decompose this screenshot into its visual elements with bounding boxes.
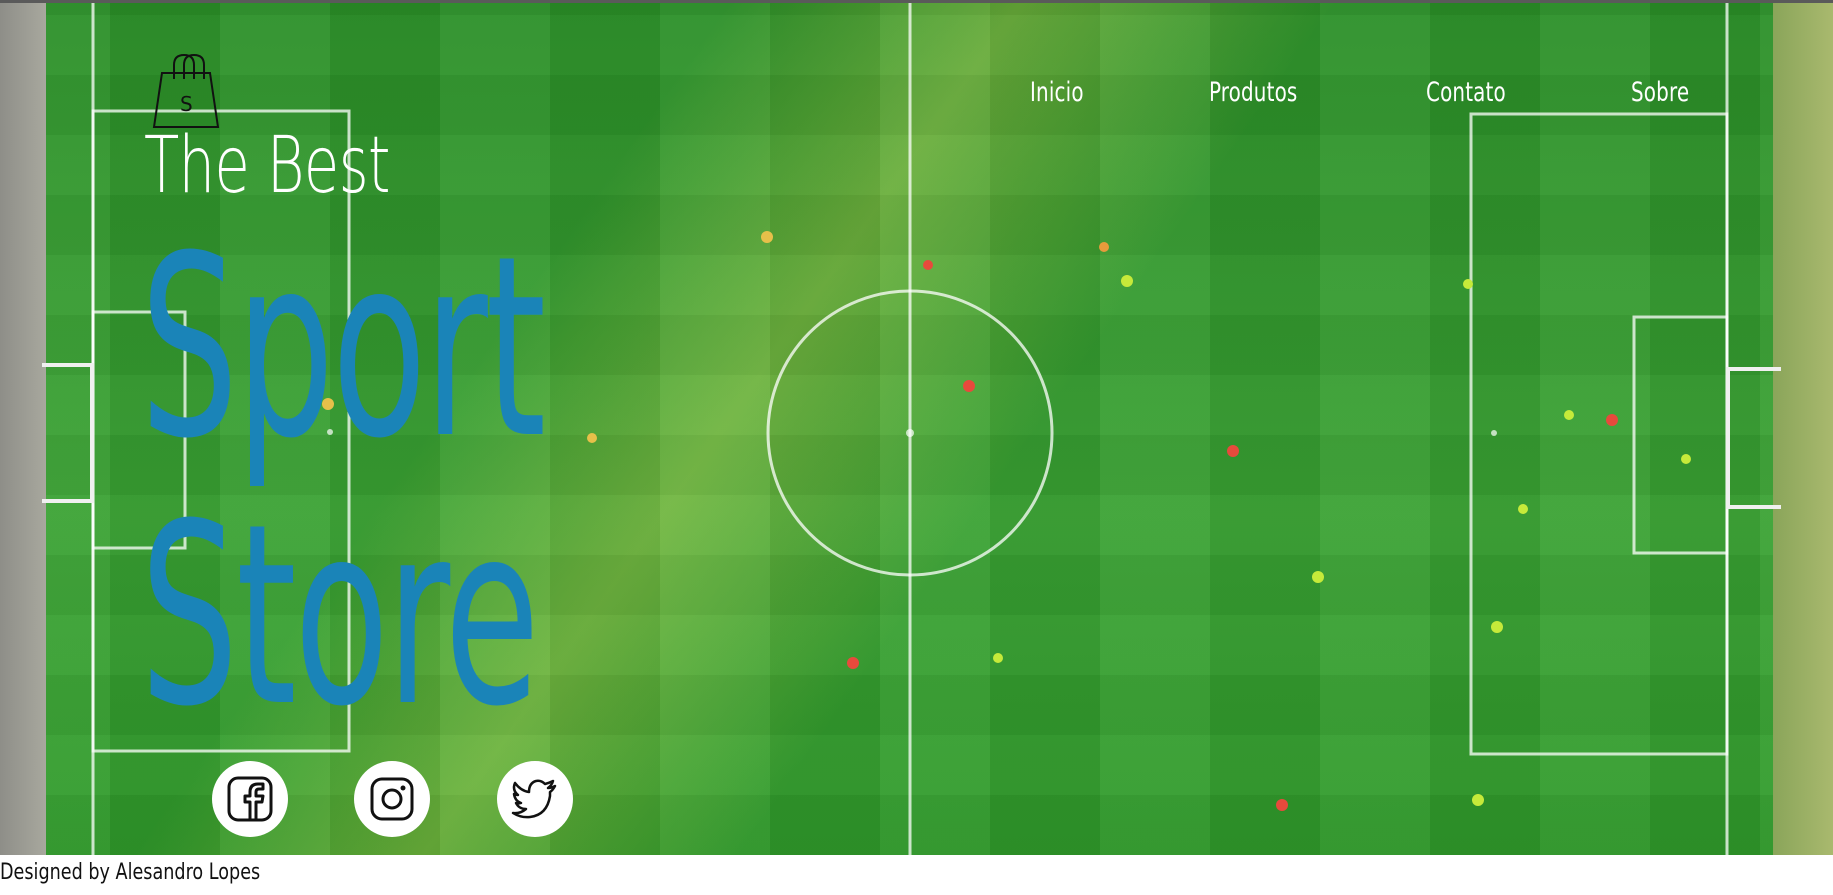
footer-credit: Designed by Alesandro Lopes (0, 860, 260, 885)
nav-item-produtos[interactable]: Produtos (1209, 77, 1297, 108)
main-nav: Inicio Produtos Contato Sobre (0, 77, 1833, 117)
nav-item-sobre[interactable]: Sobre (1631, 77, 1689, 108)
instagram-button[interactable] (354, 761, 430, 837)
hero-subtitle: The Best (144, 121, 390, 211)
twitter-icon (510, 774, 560, 824)
hero-title-line2: Store (140, 491, 537, 741)
hero-section: S Inicio Produtos Contato Sobre The Best… (0, 3, 1833, 855)
twitter-button[interactable] (497, 761, 573, 837)
nav-item-contato[interactable]: Contato (1426, 77, 1506, 108)
nav-item-inicio[interactable]: Inicio (1030, 77, 1084, 108)
facebook-icon (226, 775, 274, 823)
hero-title-line1: Sport (140, 223, 544, 473)
instagram-icon (368, 775, 416, 823)
facebook-button[interactable] (212, 761, 288, 837)
